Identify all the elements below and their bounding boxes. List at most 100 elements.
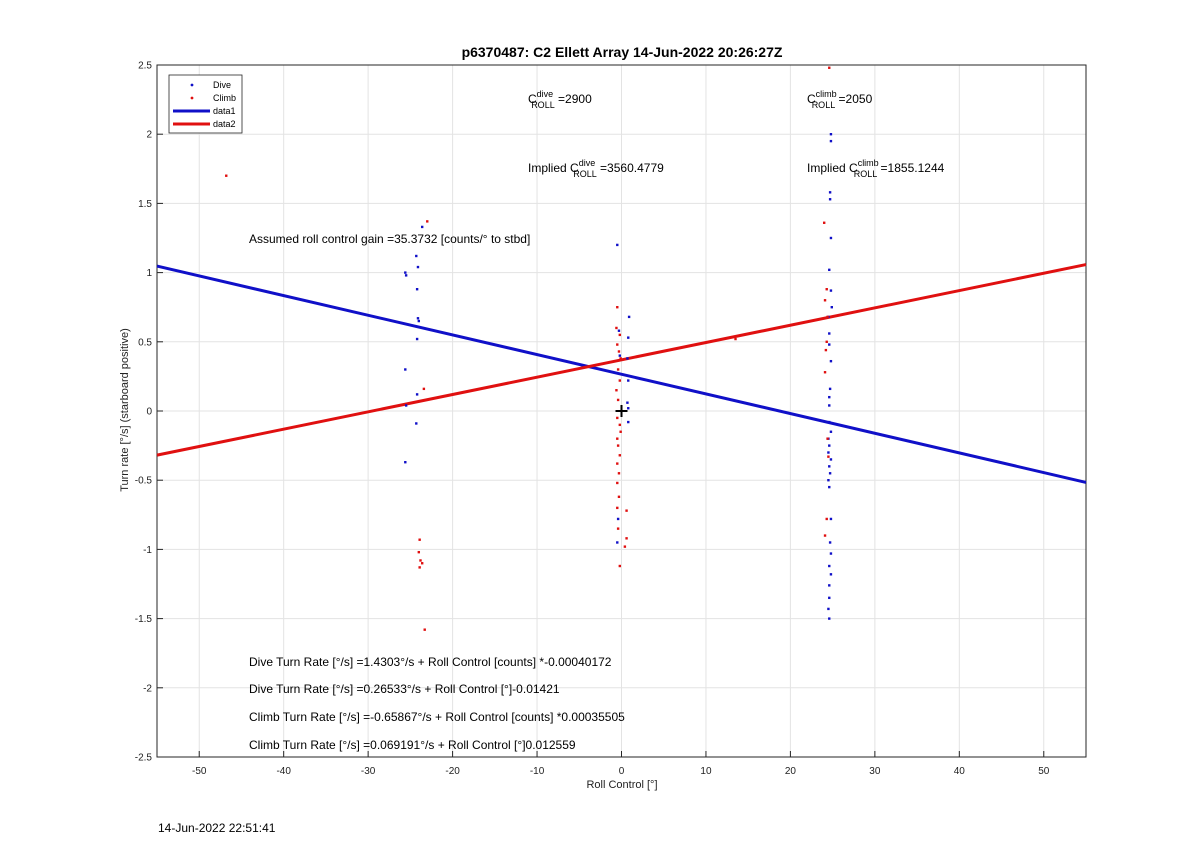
fit-lines xyxy=(156,263,1087,484)
climb-point xyxy=(616,527,620,530)
dive-point xyxy=(420,225,424,229)
data-points xyxy=(225,66,833,631)
climb-point xyxy=(625,537,628,540)
dive-point xyxy=(829,458,833,461)
climb-point xyxy=(618,333,622,337)
dive-point xyxy=(404,461,407,464)
dive-point xyxy=(828,191,832,194)
climb-point xyxy=(828,66,831,69)
dive-point xyxy=(828,465,831,468)
climb-point xyxy=(616,462,619,465)
climb-point xyxy=(616,506,619,510)
dive-point xyxy=(827,607,830,611)
dive-point xyxy=(618,354,622,357)
climb-point xyxy=(616,444,620,447)
climb-point xyxy=(617,495,621,499)
dive-point xyxy=(830,306,833,309)
dive-point xyxy=(616,517,620,521)
dive-point xyxy=(827,451,830,454)
dive-point xyxy=(404,404,408,407)
chart-title: p6370487: C2 Ellett Array 14-Jun-2022 20… xyxy=(462,44,783,60)
dive-point xyxy=(627,336,630,339)
dive-point xyxy=(829,133,833,136)
climb-point xyxy=(824,348,828,352)
dive-point xyxy=(828,596,831,600)
climb-point xyxy=(623,545,627,548)
x-axis-label: Roll Control [°] xyxy=(586,779,657,791)
dive-point xyxy=(415,288,419,291)
dive-point xyxy=(417,319,421,323)
x-tick-label: 10 xyxy=(700,766,712,777)
climb-point xyxy=(418,538,421,541)
legend-climb-marker xyxy=(190,96,194,100)
climb-point xyxy=(616,481,619,485)
y-tick-label: 2.5 xyxy=(138,61,152,72)
x-tick-label: 40 xyxy=(954,766,966,777)
dive-point xyxy=(828,564,831,568)
climb-point xyxy=(616,343,619,346)
origin-marker xyxy=(615,405,628,417)
legend-data2-label: data2 xyxy=(213,119,236,129)
dive-point xyxy=(416,317,420,320)
x-tick-label: -20 xyxy=(445,766,460,777)
y-tick-label: -0.5 xyxy=(135,476,153,487)
dive-degrees-equation: Dive Turn Rate [°/s] =0.26533°/s + Roll … xyxy=(249,682,560,696)
dive-point xyxy=(828,268,831,272)
dive-point xyxy=(415,254,418,258)
fit-line-data2 xyxy=(156,263,1087,457)
climb-point xyxy=(618,564,622,568)
climb-point xyxy=(422,387,426,391)
climb-point xyxy=(616,437,619,440)
dive-point xyxy=(829,139,833,143)
climb-point xyxy=(419,559,422,562)
y-tick-label: -2 xyxy=(143,683,152,694)
climb-point xyxy=(616,398,620,402)
climb-point xyxy=(619,430,622,433)
dive-point xyxy=(828,343,831,346)
climb-point xyxy=(616,368,620,371)
dive-point xyxy=(827,479,830,482)
x-tick-label: -10 xyxy=(530,766,545,777)
dive-point xyxy=(828,617,831,620)
climb-point xyxy=(825,340,828,343)
climb-point xyxy=(615,389,618,392)
dive-point xyxy=(626,357,629,360)
climb-point xyxy=(616,306,619,309)
dive-point xyxy=(626,401,629,404)
climb-point xyxy=(616,416,619,420)
climb-point xyxy=(619,357,622,360)
dive-point xyxy=(828,198,832,201)
dive-point xyxy=(828,404,831,407)
axis-ticks: -50 -40 -30 -20 -10 0 10 20 30 40 50-2.5-2-1.5-1-0… xyxy=(135,61,1050,778)
climb-point xyxy=(823,371,827,374)
dive-point xyxy=(404,271,407,274)
dive-point xyxy=(829,552,833,555)
x-tick-label: 20 xyxy=(785,766,797,777)
implied-c-roll-dive-annotation: Implied Cdive ROLL =3560.4779 xyxy=(528,158,664,179)
dive-point xyxy=(616,243,619,247)
x-tick-label: 30 xyxy=(869,766,881,777)
dive-point xyxy=(627,315,631,319)
y-tick-label: 1 xyxy=(146,268,152,279)
climb-point xyxy=(423,628,426,631)
legend-climb-label: Climb xyxy=(213,93,236,103)
dive-point xyxy=(828,541,832,544)
climb-point xyxy=(822,221,826,224)
climb-point xyxy=(825,517,828,521)
climb-point xyxy=(617,472,621,475)
dive-point xyxy=(415,393,419,396)
legend: Dive Climb data1 data2 xyxy=(168,74,243,134)
dive-point xyxy=(828,444,831,447)
climb-counts-equation: Climb Turn Rate [°/s] =-0.65867°/s + Rol… xyxy=(249,710,625,724)
dive-point xyxy=(616,541,619,544)
dive-point xyxy=(416,265,420,269)
legend-dive-marker xyxy=(190,83,194,87)
climb-degrees-equation: Climb Turn Rate [°/s] =0.069191°/s + Rol… xyxy=(249,738,576,752)
climb-point xyxy=(618,454,622,457)
climb-point xyxy=(823,534,827,537)
c-roll-climb-annotation: Cclimb ROLL =2050 xyxy=(807,89,873,110)
dive-point xyxy=(828,472,832,475)
dive-point xyxy=(829,359,833,363)
dive-point xyxy=(828,387,832,391)
implied-c-roll-climb-annotation: Implied Cclimb ROLL =1855.1244 xyxy=(807,158,945,179)
